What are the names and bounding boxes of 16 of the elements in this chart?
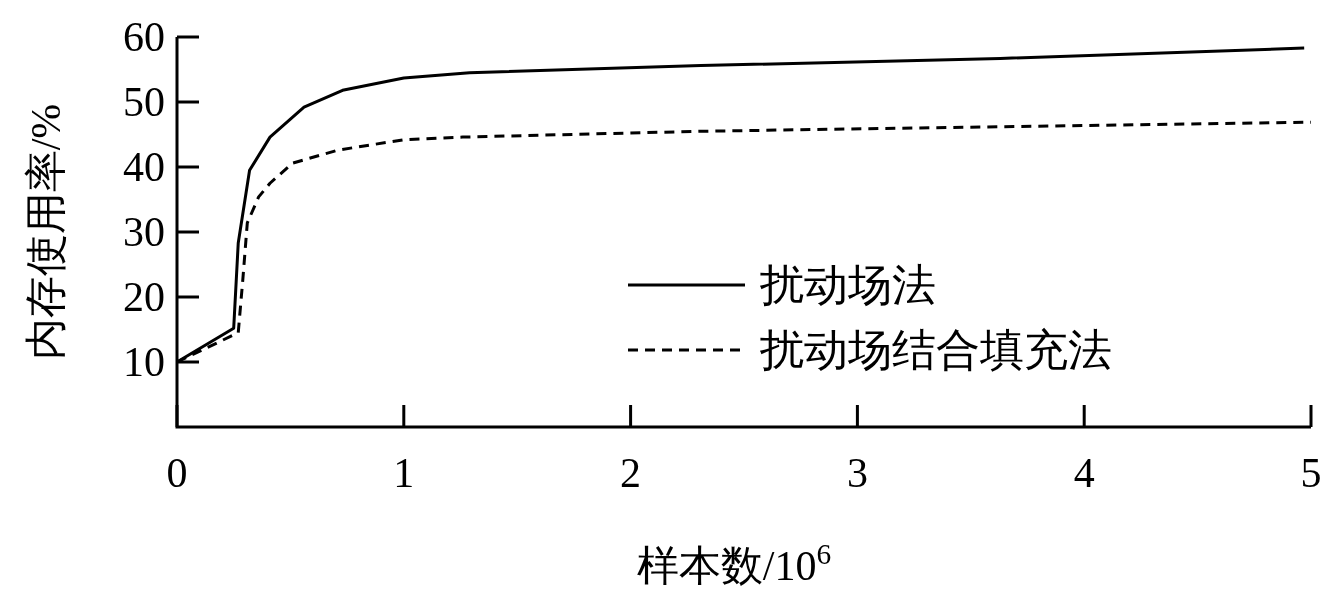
y-tick-label: 10 [123, 339, 165, 385]
x-tick-label: 5 [1300, 450, 1322, 496]
x-tick-label: 0 [166, 450, 188, 496]
y-axis-title: 内存使用率/% [23, 103, 69, 361]
x-tick-label: 2 [620, 450, 642, 496]
y-tick-label: 50 [123, 79, 165, 125]
y-tick-label: 40 [123, 144, 165, 190]
x-tick-label: 1 [393, 450, 415, 496]
legend-label: 扰动场结合填充法 [759, 326, 1112, 375]
x-tick-label: 4 [1073, 450, 1095, 496]
legend-label: 扰动场法 [759, 261, 936, 310]
y-tick-label: 20 [123, 274, 165, 320]
y-tick-label: 60 [123, 14, 165, 60]
x-tick-label: 3 [846, 450, 868, 496]
x-axis-title: 样本数/10$^{6}$ [636, 538, 832, 589]
y-tick-label: 30 [123, 209, 165, 255]
